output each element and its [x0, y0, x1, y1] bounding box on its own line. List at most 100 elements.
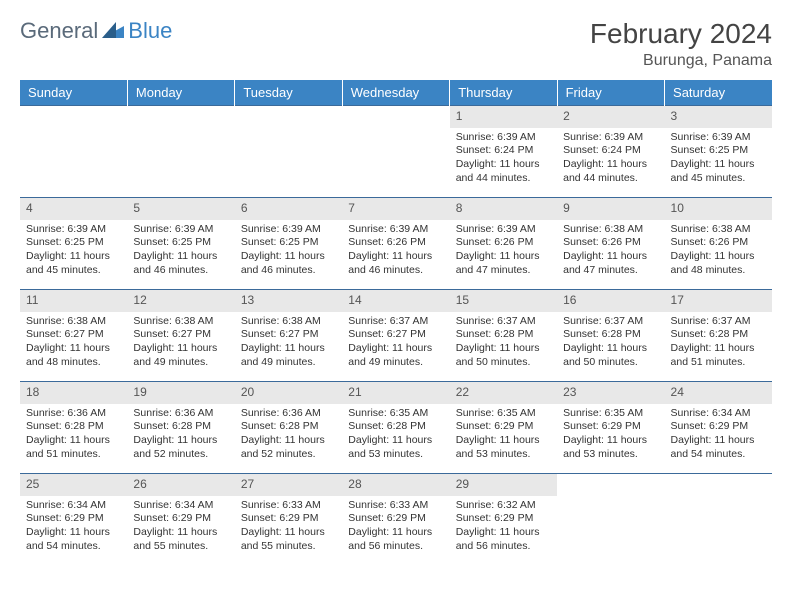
sunrise: Sunrise: 6:38 AM [671, 223, 766, 237]
sunset: Sunset: 6:26 PM [671, 236, 766, 250]
day-data: Sunrise: 6:39 AMSunset: 6:26 PMDaylight:… [342, 220, 449, 284]
calendar-cell: 9Sunrise: 6:38 AMSunset: 6:26 PMDaylight… [557, 198, 664, 290]
calendar-cell: 20Sunrise: 6:36 AMSunset: 6:28 PMDayligh… [235, 382, 342, 474]
daylight: Daylight: 11 hours and 51 minutes. [671, 342, 766, 369]
day-number: 14 [342, 290, 449, 312]
sunrise: Sunrise: 6:38 AM [563, 223, 658, 237]
sunrise: Sunrise: 6:39 AM [133, 223, 228, 237]
daylight: Daylight: 11 hours and 53 minutes. [563, 434, 658, 461]
day-number: 19 [127, 382, 234, 404]
day-number: 22 [450, 382, 557, 404]
calendar-body: 1Sunrise: 6:39 AMSunset: 6:24 PMDaylight… [20, 106, 772, 566]
daylight: Daylight: 11 hours and 51 minutes. [26, 434, 121, 461]
day-number: 8 [450, 198, 557, 220]
calendar-cell: 17Sunrise: 6:37 AMSunset: 6:28 PMDayligh… [665, 290, 772, 382]
day-header: Wednesday [342, 80, 449, 106]
day-number: 12 [127, 290, 234, 312]
sunset: Sunset: 6:28 PM [241, 420, 336, 434]
daylight: Daylight: 11 hours and 56 minutes. [348, 526, 443, 553]
daylight: Daylight: 11 hours and 56 minutes. [456, 526, 551, 553]
day-data: Sunrise: 6:38 AMSunset: 6:27 PMDaylight:… [20, 312, 127, 376]
calendar-cell: 4Sunrise: 6:39 AMSunset: 6:25 PMDaylight… [20, 198, 127, 290]
daylight: Daylight: 11 hours and 50 minutes. [563, 342, 658, 369]
sunrise: Sunrise: 6:33 AM [241, 499, 336, 513]
calendar-cell [665, 474, 772, 566]
calendar-cell: 6Sunrise: 6:39 AMSunset: 6:25 PMDaylight… [235, 198, 342, 290]
calendar-head: SundayMondayTuesdayWednesdayThursdayFrid… [20, 80, 772, 106]
day-data: Sunrise: 6:39 AMSunset: 6:25 PMDaylight:… [20, 220, 127, 284]
daylight: Daylight: 11 hours and 49 minutes. [133, 342, 228, 369]
day-number: 7 [342, 198, 449, 220]
day-header: Tuesday [235, 80, 342, 106]
day-number [20, 106, 127, 128]
sunset: Sunset: 6:29 PM [26, 512, 121, 526]
sunrise: Sunrise: 6:39 AM [456, 131, 551, 145]
day-data: Sunrise: 6:37 AMSunset: 6:28 PMDaylight:… [450, 312, 557, 376]
day-number: 15 [450, 290, 557, 312]
daylight: Daylight: 11 hours and 55 minutes. [133, 526, 228, 553]
day-data: Sunrise: 6:35 AMSunset: 6:28 PMDaylight:… [342, 404, 449, 468]
daylight: Daylight: 11 hours and 48 minutes. [671, 250, 766, 277]
calendar-cell: 8Sunrise: 6:39 AMSunset: 6:26 PMDaylight… [450, 198, 557, 290]
calendar-table: SundayMondayTuesdayWednesdayThursdayFrid… [20, 80, 772, 566]
sunrise: Sunrise: 6:34 AM [26, 499, 121, 513]
daylight: Daylight: 11 hours and 54 minutes. [26, 526, 121, 553]
day-number [665, 474, 772, 496]
day-header: Monday [127, 80, 234, 106]
daylight: Daylight: 11 hours and 48 minutes. [26, 342, 121, 369]
daylight: Daylight: 11 hours and 55 minutes. [241, 526, 336, 553]
calendar-cell: 12Sunrise: 6:38 AMSunset: 6:27 PMDayligh… [127, 290, 234, 382]
day-data: Sunrise: 6:37 AMSunset: 6:27 PMDaylight:… [342, 312, 449, 376]
daylight: Daylight: 11 hours and 49 minutes. [241, 342, 336, 369]
calendar-cell: 16Sunrise: 6:37 AMSunset: 6:28 PMDayligh… [557, 290, 664, 382]
logo: General Blue [20, 18, 172, 44]
day-number [127, 106, 234, 128]
day-data: Sunrise: 6:32 AMSunset: 6:29 PMDaylight:… [450, 496, 557, 560]
sunrise: Sunrise: 6:37 AM [348, 315, 443, 329]
day-number: 20 [235, 382, 342, 404]
sunset: Sunset: 6:25 PM [133, 236, 228, 250]
calendar-week: 18Sunrise: 6:36 AMSunset: 6:28 PMDayligh… [20, 382, 772, 474]
sunrise: Sunrise: 6:36 AM [26, 407, 121, 421]
sunset: Sunset: 6:29 PM [133, 512, 228, 526]
day-number: 21 [342, 382, 449, 404]
sunrise: Sunrise: 6:38 AM [241, 315, 336, 329]
calendar-cell: 28Sunrise: 6:33 AMSunset: 6:29 PMDayligh… [342, 474, 449, 566]
sunset: Sunset: 6:27 PM [26, 328, 121, 342]
calendar-cell [20, 106, 127, 198]
day-number: 3 [665, 106, 772, 128]
day-number: 11 [20, 290, 127, 312]
daylight: Daylight: 11 hours and 52 minutes. [241, 434, 336, 461]
calendar-cell: 2Sunrise: 6:39 AMSunset: 6:24 PMDaylight… [557, 106, 664, 198]
calendar-week: 11Sunrise: 6:38 AMSunset: 6:27 PMDayligh… [20, 290, 772, 382]
calendar-cell: 27Sunrise: 6:33 AMSunset: 6:29 PMDayligh… [235, 474, 342, 566]
daylight: Daylight: 11 hours and 52 minutes. [133, 434, 228, 461]
month-title: February 2024 [590, 18, 772, 50]
calendar-cell: 7Sunrise: 6:39 AMSunset: 6:26 PMDaylight… [342, 198, 449, 290]
calendar-cell: 22Sunrise: 6:35 AMSunset: 6:29 PMDayligh… [450, 382, 557, 474]
daylight: Daylight: 11 hours and 50 minutes. [456, 342, 551, 369]
sunrise: Sunrise: 6:37 AM [456, 315, 551, 329]
sunrise: Sunrise: 6:35 AM [456, 407, 551, 421]
daylight: Daylight: 11 hours and 44 minutes. [456, 158, 551, 185]
sunrise: Sunrise: 6:38 AM [26, 315, 121, 329]
sunrise: Sunrise: 6:39 AM [563, 131, 658, 145]
title-block: February 2024 Burunga, Panama [590, 18, 772, 70]
calendar-week: 25Sunrise: 6:34 AMSunset: 6:29 PMDayligh… [20, 474, 772, 566]
day-number: 10 [665, 198, 772, 220]
calendar-cell: 18Sunrise: 6:36 AMSunset: 6:28 PMDayligh… [20, 382, 127, 474]
day-number: 25 [20, 474, 127, 496]
calendar-cell: 19Sunrise: 6:36 AMSunset: 6:28 PMDayligh… [127, 382, 234, 474]
sunrise: Sunrise: 6:39 AM [671, 131, 766, 145]
calendar-cell: 11Sunrise: 6:38 AMSunset: 6:27 PMDayligh… [20, 290, 127, 382]
sunrise: Sunrise: 6:38 AM [133, 315, 228, 329]
calendar-cell: 3Sunrise: 6:39 AMSunset: 6:25 PMDaylight… [665, 106, 772, 198]
calendar-cell: 14Sunrise: 6:37 AMSunset: 6:27 PMDayligh… [342, 290, 449, 382]
day-number: 6 [235, 198, 342, 220]
calendar-cell: 15Sunrise: 6:37 AMSunset: 6:28 PMDayligh… [450, 290, 557, 382]
sunset: Sunset: 6:29 PM [348, 512, 443, 526]
daylight: Daylight: 11 hours and 53 minutes. [348, 434, 443, 461]
sunrise: Sunrise: 6:37 AM [671, 315, 766, 329]
sunset: Sunset: 6:26 PM [456, 236, 551, 250]
sunrise: Sunrise: 6:34 AM [133, 499, 228, 513]
